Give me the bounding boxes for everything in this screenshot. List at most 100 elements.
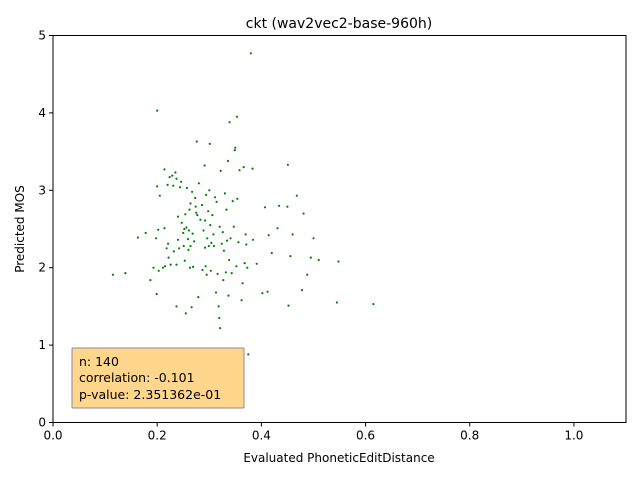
data-point: [209, 269, 212, 272]
data-point: [335, 301, 338, 304]
data-point: [317, 258, 320, 262]
data-point: [171, 174, 174, 177]
data-point: [200, 203, 204, 207]
data-point: [287, 304, 290, 307]
data-point: [175, 263, 178, 266]
data-point: [212, 244, 216, 248]
data-point: [157, 269, 160, 272]
data-point: [175, 305, 178, 308]
data-point: [176, 238, 180, 241]
plot-frame: [52, 35, 627, 423]
data-point: [203, 164, 206, 167]
data-point: [191, 190, 194, 193]
data-point: [188, 266, 192, 269]
data-point: [238, 169, 241, 172]
data-point: [217, 305, 220, 308]
data-point: [163, 265, 167, 268]
data-point: [225, 208, 228, 211]
chart-title: ckt (wav2vec2-base-960h): [246, 16, 432, 32]
data-point: [237, 241, 240, 244]
data-point: [300, 289, 304, 292]
data-point: [231, 200, 234, 203]
data-point: [184, 312, 187, 315]
data-point: [174, 171, 177, 174]
data-point: [235, 115, 238, 118]
data-point: [191, 232, 194, 235]
data-point: [199, 218, 202, 221]
data-point: [149, 279, 152, 282]
stats-p-value: p-value: 2.351362e-01: [79, 387, 221, 402]
data-point: [255, 262, 258, 265]
x-tick-label: 0.4: [252, 429, 271, 443]
data-point: [172, 250, 175, 253]
data-point: [233, 149, 236, 152]
x-tick-label: 0.8: [460, 429, 479, 443]
data-point: [228, 121, 231, 124]
data-point: [206, 237, 209, 240]
data-point: [270, 251, 273, 255]
data-point: [180, 180, 183, 183]
data-point: [235, 265, 238, 268]
data-point: [205, 193, 208, 196]
data-point: [236, 197, 239, 200]
data-point: [204, 265, 207, 268]
data-point: [180, 221, 183, 224]
data-point: [197, 296, 200, 299]
data-point: [136, 236, 139, 239]
data-points: [111, 52, 375, 356]
data-point: [189, 244, 192, 248]
data-point: [201, 268, 204, 272]
data-point: [261, 292, 264, 295]
data-point: [169, 263, 172, 266]
data-point: [215, 200, 218, 203]
data-point: [222, 249, 225, 252]
data-point: [251, 167, 254, 170]
data-point: [219, 169, 222, 172]
data-point: [183, 227, 186, 231]
data-point: [163, 227, 166, 230]
data-point: [302, 212, 305, 215]
y-tick-label: 1: [38, 338, 46, 352]
data-point: [222, 279, 225, 282]
data-point: [204, 246, 207, 249]
y-axis-ticks: 0 1 2 3 4 5: [38, 29, 53, 430]
data-point: [185, 226, 188, 229]
data-point: [202, 229, 205, 232]
data-point: [210, 241, 213, 244]
data-point: [204, 219, 207, 222]
data-point: [184, 213, 187, 216]
data-point: [209, 224, 212, 227]
data-point: [187, 248, 190, 251]
data-point: [246, 266, 249, 269]
y-tick-label: 5: [38, 29, 46, 43]
data-point: [309, 256, 312, 259]
data-point: [165, 247, 168, 250]
data-point: [226, 159, 230, 162]
data-point: [286, 205, 289, 208]
data-point: [195, 140, 198, 143]
data-point: [172, 184, 175, 187]
data-point: [232, 225, 235, 228]
data-point: [220, 242, 223, 245]
data-point: [267, 234, 270, 237]
data-point: [229, 237, 232, 240]
data-point: [214, 291, 218, 294]
data-point: [211, 214, 214, 217]
data-point: [247, 353, 250, 356]
stats-box: n: 140 correlation: -0.101 p-value: 2.35…: [71, 347, 245, 409]
data-point: [208, 142, 211, 145]
x-tick-label: 0.6: [356, 429, 375, 443]
data-point: [156, 109, 159, 112]
x-tick-label: 0.0: [43, 429, 62, 443]
data-point: [263, 206, 267, 209]
data-point: [167, 256, 170, 259]
data-point: [185, 186, 188, 190]
data-point: [194, 196, 197, 200]
data-point: [197, 182, 200, 185]
data-point: [241, 282, 244, 285]
data-point: [196, 214, 199, 217]
data-point: [249, 52, 252, 55]
data-point: [242, 166, 245, 169]
data-point: [188, 208, 191, 211]
x-tick-label: 0.2: [148, 429, 167, 443]
